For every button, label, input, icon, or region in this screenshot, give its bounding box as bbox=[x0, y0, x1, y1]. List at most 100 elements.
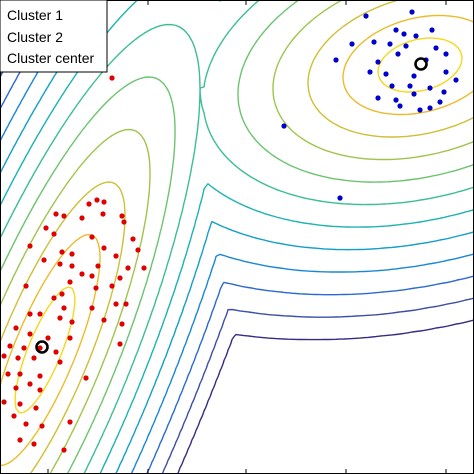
cluster-2-point bbox=[375, 95, 381, 101]
cluster-1-point bbox=[1, 353, 7, 359]
cluster-2-point bbox=[367, 69, 373, 75]
cluster-1-point bbox=[21, 345, 27, 351]
cluster-2-point bbox=[393, 27, 399, 33]
cluster-2-point bbox=[433, 45, 439, 51]
cluster-2-point bbox=[337, 195, 343, 201]
cluster-2-point bbox=[417, 107, 423, 113]
cluster-1-point bbox=[33, 405, 39, 411]
cluster-1-point bbox=[37, 345, 43, 351]
cluster-1-point bbox=[17, 437, 23, 443]
cluster-2-point bbox=[411, 73, 417, 79]
cluster-1-point bbox=[86, 201, 92, 207]
cluster-1-point bbox=[83, 375, 89, 381]
cluster-2-point bbox=[403, 43, 409, 49]
cluster-2-point bbox=[349, 41, 355, 47]
cluster-1-point bbox=[31, 441, 37, 447]
cluster-1-point bbox=[27, 331, 33, 337]
cluster-center-marker bbox=[35, 340, 49, 354]
cluster-2-point bbox=[409, 9, 415, 15]
contour-line-12 bbox=[14, 37, 463, 414]
cluster-1-point bbox=[117, 341, 123, 347]
cluster-1-point bbox=[135, 247, 141, 253]
cluster-1-point bbox=[89, 273, 95, 279]
cluster-1-point bbox=[53, 349, 59, 355]
cluster-1-point bbox=[61, 213, 67, 219]
legend-label-cluster-2: Cluster 2 bbox=[7, 29, 63, 45]
cluster-1-point bbox=[17, 401, 23, 407]
cluster-1-point bbox=[59, 249, 65, 255]
contour-line-11 bbox=[0, 14, 474, 467]
cluster-2-point bbox=[397, 103, 403, 109]
cluster-1-point bbox=[43, 225, 49, 231]
cluster-2-point bbox=[441, 89, 447, 95]
cluster-1-point bbox=[109, 283, 115, 289]
legend-box bbox=[0, 0, 108, 73]
cluster-1-point bbox=[93, 285, 99, 291]
cluster-1-point bbox=[51, 295, 57, 301]
cluster-1-point bbox=[13, 325, 19, 331]
cluster-1-point bbox=[1, 399, 7, 405]
cluster-1-point bbox=[121, 219, 127, 225]
cluster-2-point bbox=[395, 51, 401, 57]
cluster-2-point bbox=[363, 13, 369, 19]
cluster-2-point bbox=[413, 33, 419, 39]
cluster-1-point bbox=[101, 245, 107, 251]
cluster-1-point bbox=[119, 213, 125, 219]
cluster-2-point bbox=[443, 51, 449, 57]
cluster-1-point bbox=[37, 311, 43, 317]
cluster-1-point bbox=[27, 381, 33, 387]
cluster-2-point bbox=[375, 59, 381, 65]
cluster-1-point bbox=[53, 211, 59, 217]
cluster-1-point bbox=[51, 231, 57, 237]
cluster-1-point bbox=[123, 301, 129, 307]
cluster-1-point bbox=[61, 447, 67, 453]
cluster-1-point bbox=[39, 423, 45, 429]
cluster-1-point bbox=[37, 373, 43, 379]
cluster-1-point bbox=[57, 315, 63, 321]
cluster-1-point bbox=[95, 263, 101, 269]
cluster-1-point bbox=[119, 321, 125, 327]
cluster-2-point bbox=[427, 85, 433, 91]
cluster-2-point bbox=[411, 91, 417, 97]
cluster-1-point bbox=[15, 355, 21, 361]
cluster-2-point bbox=[427, 105, 433, 111]
cluster-1-point bbox=[37, 387, 43, 393]
cluster-1-point bbox=[59, 291, 65, 297]
cluster-2-point bbox=[393, 97, 399, 103]
cluster-2-point bbox=[407, 83, 413, 89]
cluster-1-point bbox=[130, 236, 136, 242]
cluster-1-point bbox=[57, 359, 63, 365]
cluster-2-point bbox=[383, 71, 389, 77]
cluster-1-point bbox=[113, 301, 119, 307]
legend-label-cluster-1: Cluster 1 bbox=[7, 7, 63, 23]
cluster-1-point bbox=[11, 413, 17, 419]
cluster-1-point bbox=[100, 211, 106, 217]
cluster-1-point bbox=[67, 335, 73, 341]
cluster-1-point bbox=[23, 421, 29, 427]
cluster-1-point bbox=[69, 251, 75, 257]
cluster-1-point bbox=[101, 317, 107, 323]
cluster-1-point bbox=[89, 305, 95, 311]
cluster-2-point bbox=[437, 99, 443, 105]
cluster-2-point bbox=[333, 57, 339, 63]
legend: Cluster 1 Cluster 2 Cluster center bbox=[0, 0, 108, 73]
cluster-1-point bbox=[69, 319, 75, 325]
cluster-1-point bbox=[5, 371, 11, 377]
cluster-2-point bbox=[387, 41, 393, 47]
cluster-1-point bbox=[113, 253, 119, 259]
cluster-1-point bbox=[7, 343, 13, 349]
legend-label-cluster-center: Cluster center bbox=[7, 50, 94, 66]
cluster-2-point bbox=[281, 123, 287, 129]
cluster-1-point bbox=[57, 261, 63, 267]
cluster-1-point bbox=[23, 283, 29, 289]
cluster-1-point bbox=[27, 311, 33, 317]
cluster-1-point bbox=[67, 419, 73, 425]
cluster-1-point bbox=[109, 75, 115, 81]
cluster-1-point bbox=[117, 275, 123, 281]
cluster-1-point bbox=[69, 263, 75, 269]
cluster-2-point bbox=[401, 31, 407, 37]
cluster-2-point bbox=[453, 77, 459, 83]
